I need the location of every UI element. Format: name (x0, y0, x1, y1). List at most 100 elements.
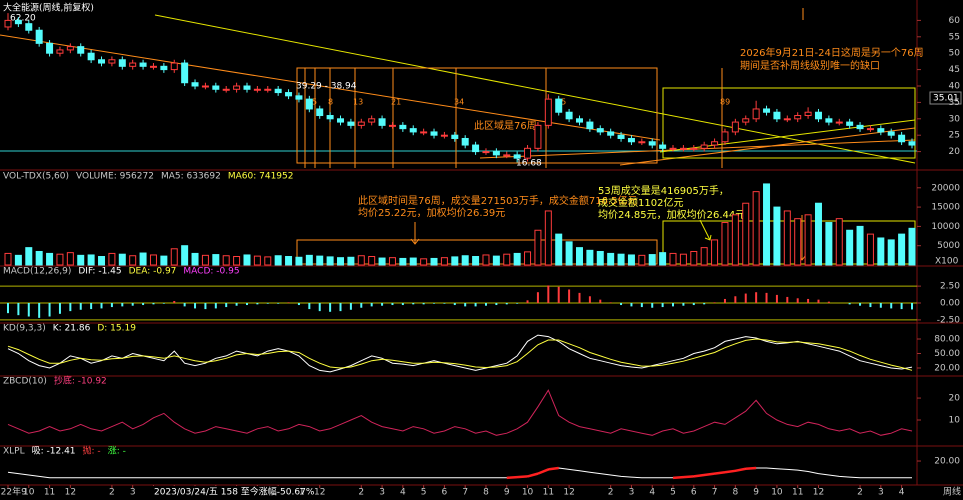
volume-bar (690, 250, 698, 266)
volume-bar (742, 202, 750, 266)
x-tick-label: 2022年9 (0, 486, 27, 498)
x-tick-label: 7 (462, 488, 468, 498)
candle-body (825, 118, 833, 123)
candle-body (337, 118, 345, 123)
candle-body (201, 85, 209, 88)
x-tick-label: 8 (732, 488, 738, 498)
y-tick-label: 55 (949, 32, 960, 42)
candle-body (596, 128, 604, 133)
volume-bar (846, 229, 854, 266)
y-tick-label: 15000 (931, 203, 960, 213)
candle-body (866, 128, 874, 131)
x-tick-label: 12 (813, 488, 824, 498)
y-tick-label: 50 (949, 49, 961, 59)
x-tick-label: 6 (691, 488, 697, 498)
rising-segment (714, 470, 726, 475)
candle-body (243, 85, 251, 90)
volume-bar (877, 237, 885, 266)
volume-bar (388, 257, 396, 266)
y-tick-label: 20.00 (934, 363, 960, 373)
y-tick-label: 45 (949, 65, 960, 75)
y-tick-label: 80.00 (934, 334, 960, 344)
volume-bar (679, 253, 687, 266)
annotation: 2026年9月21日-24日这周是另一个76周 (740, 46, 924, 59)
volume-bar (274, 255, 282, 266)
volume-bar (420, 258, 428, 266)
volume-bar (565, 241, 573, 266)
volume-bar (316, 255, 324, 266)
volume-bar (201, 254, 209, 266)
price-tag (929, 91, 962, 105)
volume-bar (285, 256, 293, 266)
candle-body (887, 131, 895, 136)
candle-body (77, 46, 85, 54)
candle-body (555, 98, 563, 113)
annotation: 期间是否补周线级别唯一的缺口 (740, 59, 880, 72)
candle-body (305, 98, 313, 110)
candle-body (285, 92, 293, 97)
y-tick-label: 60 (949, 16, 961, 26)
candle-body (524, 147, 532, 159)
x-tick-label: 2 (109, 488, 115, 498)
candle-body (638, 141, 646, 144)
fib-label: 21 (391, 98, 401, 107)
arrow (410, 222, 420, 245)
candle-body (191, 82, 199, 87)
panel-header: MA60: 741952 (228, 172, 294, 182)
candle-body (752, 108, 760, 120)
volume-bar (87, 254, 95, 266)
indicator-line (7, 389, 913, 436)
candle-body (388, 124, 396, 127)
rising-segment (537, 468, 549, 475)
volume-bar (586, 249, 594, 266)
candle-body (295, 95, 303, 100)
candle-body (669, 147, 677, 150)
panel-header: 抄底: -10.92 (54, 375, 107, 387)
unit-label: X100 (935, 257, 959, 267)
x-tick-label: 4 (649, 488, 655, 498)
x-tick-label: 6 (442, 488, 448, 498)
rising-segment (724, 469, 736, 474)
candle-body (783, 118, 791, 121)
candle-body (731, 121, 739, 133)
volume-bar (378, 257, 386, 266)
panel-header: 抛: - (83, 445, 101, 457)
panel-header: D: 15.19 (97, 324, 136, 334)
volume-bar (804, 214, 812, 266)
volume-bar (513, 252, 521, 266)
y-tick-label: 10000 (931, 222, 960, 232)
region-box (296, 67, 658, 164)
volume-bar (35, 250, 43, 266)
candle-body (565, 111, 573, 120)
candle-body (648, 141, 656, 146)
panel-header: 涨: - (108, 446, 126, 457)
x-tick-label: 3 (130, 488, 136, 498)
volume-bar (825, 222, 833, 266)
volume-bar (326, 256, 334, 266)
candle-body (513, 154, 521, 159)
x-tick-label: 10 (771, 488, 783, 498)
candle-body (503, 154, 511, 157)
rising-segment (517, 475, 528, 479)
x-tick-label: 5 (421, 488, 427, 498)
panel-header: ZBCD(10) (3, 377, 47, 387)
candle-body (700, 144, 708, 149)
rising-segment (745, 466, 757, 470)
fib-label: 34 (454, 98, 464, 107)
volume-bar (887, 239, 895, 266)
x-tick-label: 10 (23, 488, 35, 498)
volume-bar (835, 218, 843, 266)
x-tick-label: 5 (670, 488, 676, 498)
candle-body (846, 121, 854, 126)
panel-header: 吸: -12.41 (32, 446, 76, 457)
panel-header: DEA: -0.97 (129, 267, 177, 277)
rising-segment (735, 467, 746, 473)
x-tick-label: 11 (792, 488, 803, 498)
volume-bar (357, 255, 365, 266)
panel-header: XLPL (3, 447, 25, 457)
volume-bar (794, 218, 802, 266)
indicator-line (7, 467, 912, 479)
volume-bar (191, 252, 199, 266)
y-tick-label: 20 (949, 394, 961, 404)
volume-bar (368, 256, 376, 266)
